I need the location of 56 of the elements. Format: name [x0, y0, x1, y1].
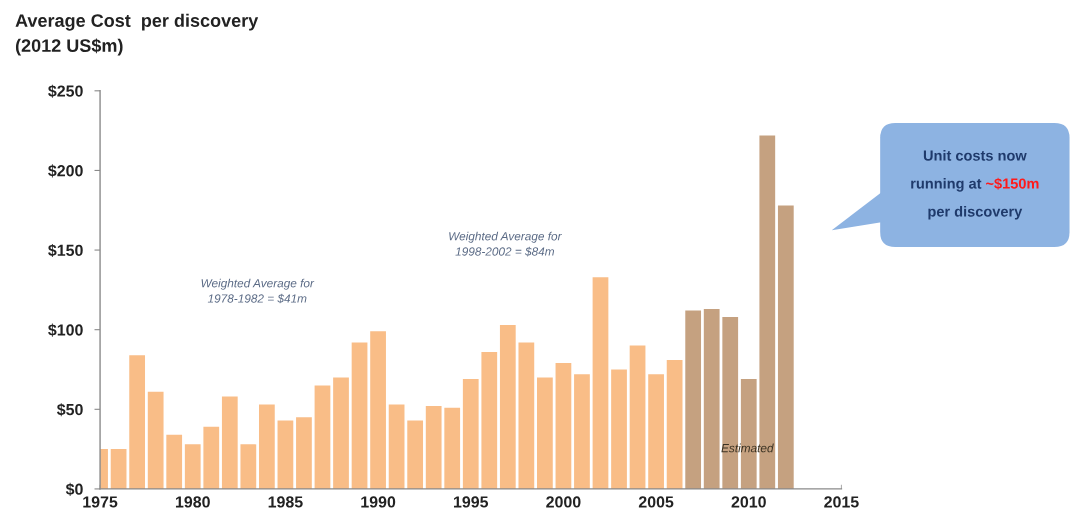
- bar: [351, 342, 368, 489]
- x-tick-label: 2000: [546, 496, 581, 508]
- bar: [574, 374, 590, 489]
- annotation: Weighted Average for 1978-1982 = $41m: [201, 278, 315, 304]
- x-tick-label: 2005: [638, 496, 674, 508]
- bar: [147, 391, 164, 489]
- x-tick-label: 1980: [175, 496, 210, 508]
- bar: [444, 407, 461, 489]
- chart-subtitle: (2012 US$m): [15, 38, 123, 56]
- x-tick-label: 1975: [83, 496, 118, 508]
- bar: [518, 342, 535, 489]
- text: running at: [911, 177, 982, 192]
- x-tick-label: 2010: [731, 496, 766, 508]
- y-tick-label: $250: [48, 84, 83, 98]
- bar: [277, 420, 294, 489]
- bar: [499, 324, 516, 489]
- bar: [314, 385, 331, 489]
- x-tick-label: 1990: [361, 496, 396, 508]
- bar: [203, 426, 220, 489]
- text: ~$150m: [986, 177, 1039, 190]
- y-tick-label: $50: [56, 403, 83, 417]
- y-tick-label: $150: [48, 243, 83, 258]
- bar: [555, 363, 572, 489]
- bar: [333, 377, 349, 489]
- bar: [481, 351, 498, 489]
- bar: [407, 420, 424, 489]
- chart-title: Average Cost per discovery: [15, 13, 259, 31]
- bar: [648, 374, 664, 489]
- bar: [666, 359, 683, 489]
- bar: [462, 379, 479, 489]
- text: Unit costs now: [923, 150, 1027, 161]
- bar: [296, 417, 312, 489]
- y-tick-label: $200: [48, 164, 83, 178]
- x-tick-label: 1995: [453, 496, 489, 508]
- y-tick-label: $100: [48, 323, 83, 337]
- bar: [537, 377, 553, 489]
- bar: [240, 444, 257, 489]
- bar: [425, 406, 442, 489]
- x-tick-label: 1985: [268, 496, 303, 508]
- y-tick-label: $0: [65, 482, 83, 496]
- bar: [221, 396, 238, 489]
- bar: [259, 404, 275, 489]
- bar: [592, 277, 609, 489]
- bar: [370, 331, 386, 489]
- bar: [184, 444, 201, 489]
- bar: [777, 205, 794, 489]
- bar: [129, 355, 146, 489]
- bar: [388, 404, 405, 489]
- bar: [166, 434, 183, 489]
- x-tick-label: 2015: [824, 496, 859, 508]
- text: per discovery: [928, 205, 1023, 220]
- bar: [611, 369, 627, 489]
- annotation: Weighted Average for 1998-2002 = $84m: [449, 231, 562, 257]
- bar: [685, 310, 702, 489]
- bar: [629, 345, 646, 489]
- bar: [703, 308, 720, 489]
